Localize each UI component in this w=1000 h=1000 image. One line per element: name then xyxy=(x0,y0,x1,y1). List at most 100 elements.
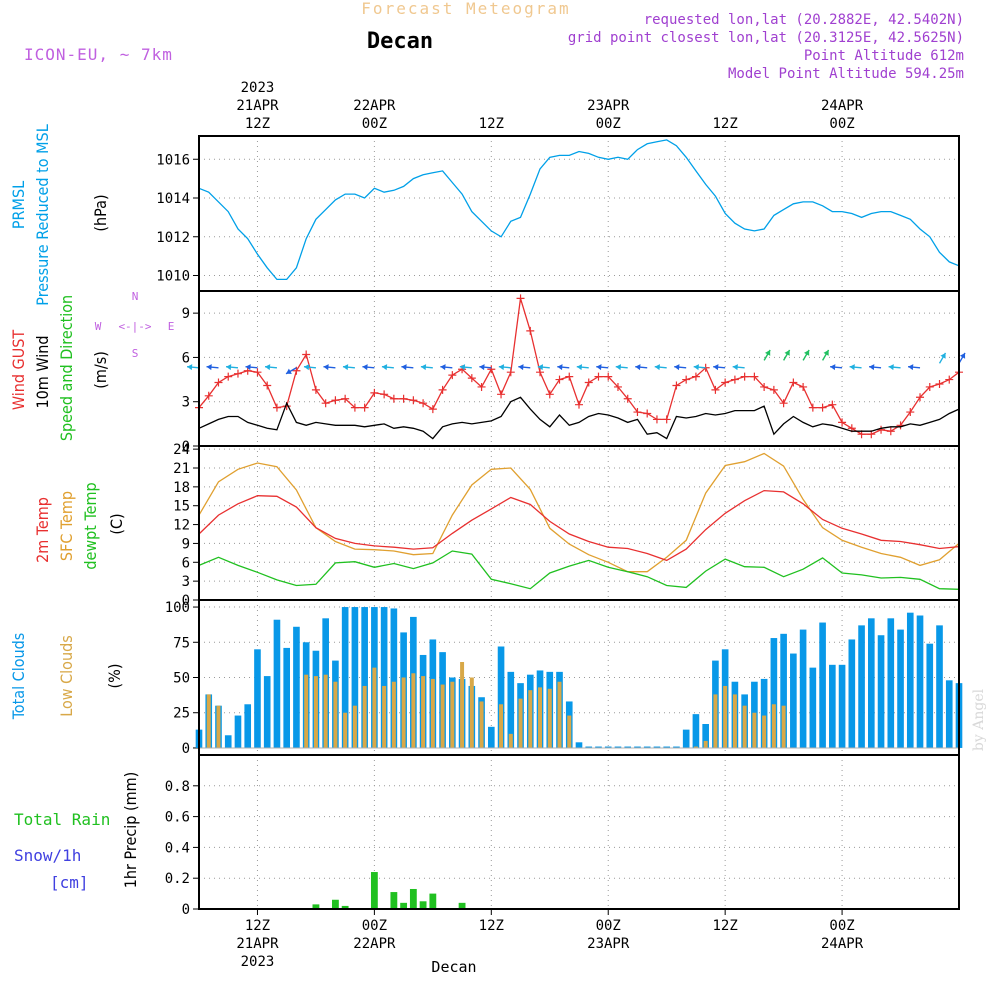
rain-bar xyxy=(409,888,417,909)
low-cloud-bar xyxy=(323,674,328,748)
bottom-tick-date: 22APR xyxy=(353,936,396,952)
compass-e: E xyxy=(168,320,175,333)
top-tick-hour: 12Z xyxy=(479,116,504,132)
gust-marker xyxy=(204,391,213,400)
wind-direction-arrow xyxy=(303,364,316,371)
gust-marker xyxy=(575,400,583,409)
gust-marker xyxy=(691,372,700,381)
wind-direction-arrow xyxy=(518,364,531,371)
y-tick-label: 1014 xyxy=(156,191,190,207)
y-tick-label: 21 xyxy=(173,461,190,477)
gust-marker xyxy=(448,371,457,380)
y-tick-label: 24 xyxy=(173,442,190,458)
arrow-head xyxy=(286,368,292,374)
total-cloud-bar xyxy=(653,746,661,748)
gust-marker xyxy=(799,382,808,391)
low-cloud-bar xyxy=(752,712,757,748)
bottom-tick-date: 24APR xyxy=(821,936,864,952)
gust-marker xyxy=(711,385,720,394)
low-cloud-bar xyxy=(421,676,426,748)
gust-marker xyxy=(672,381,681,390)
precip-label-snow: Snow/1h xyxy=(14,846,81,865)
pressure-label-1: PRMSL xyxy=(9,181,28,229)
product-title: Forecast Meteogram xyxy=(361,0,570,18)
low-cloud-bar xyxy=(742,705,747,748)
low-cloud-bar xyxy=(771,704,776,748)
wind-direction-arrow xyxy=(576,364,589,371)
total-cloud-bar xyxy=(254,649,261,748)
gust-marker xyxy=(945,375,954,384)
y-tick-label: 3 xyxy=(182,574,190,590)
arrow-head xyxy=(187,364,193,371)
footer-location: Decan xyxy=(431,958,476,976)
wind-direction-arrow xyxy=(938,352,947,364)
y-tick-label: 0.4 xyxy=(165,840,190,856)
gust-marker xyxy=(389,394,398,403)
total-cloud-bar xyxy=(351,607,359,748)
gust-marker xyxy=(838,418,847,427)
precip-label-rain: Total Rain xyxy=(14,810,110,829)
dewpoint-line xyxy=(198,550,960,590)
gust-marker xyxy=(399,394,408,403)
t2m-line xyxy=(198,489,960,562)
total-cloud-bar xyxy=(887,618,895,748)
wind-direction-arrow xyxy=(615,364,628,371)
total-cloud-bar xyxy=(390,608,398,748)
total-cloud-bar xyxy=(682,729,690,748)
top-tick-hour: 00Z xyxy=(829,116,854,132)
wind-direction-arrow xyxy=(381,364,394,371)
watermark: by Angel xyxy=(971,688,987,751)
total-cloud-bar xyxy=(702,724,709,748)
gust-marker xyxy=(789,378,798,387)
grid-point-coords: grid point closest lon,lat (20.3125E, 42… xyxy=(568,30,964,46)
low-cloud-bar xyxy=(508,733,513,748)
wind-direction-arrow xyxy=(783,349,791,361)
total-cloud-bar xyxy=(361,607,368,748)
total-cloud-bar xyxy=(790,653,797,748)
arrow-head xyxy=(693,364,699,371)
total-cloud-bar xyxy=(848,639,856,748)
total-cloud-bar xyxy=(595,746,602,748)
arrow-head xyxy=(381,364,388,371)
wind-direction-arrow xyxy=(342,364,355,371)
top-tick-hour: 00Z xyxy=(596,116,621,132)
gust-marker xyxy=(253,368,262,377)
clouds-label-total: Total Clouds xyxy=(9,633,28,721)
wind-direction-arrow xyxy=(362,364,375,371)
low-cloud-bar xyxy=(762,715,767,748)
low-cloud-bar xyxy=(411,673,416,748)
y-tick-label: 6 xyxy=(182,555,190,571)
precip-panel: 0 0.2 0.4 0.6 0.8 xyxy=(165,779,959,918)
low-cloud-bar xyxy=(469,677,474,748)
gust-marker xyxy=(906,408,915,417)
gust-marker xyxy=(311,385,320,394)
rain-bar xyxy=(429,893,437,909)
top-tick-date: 22APR xyxy=(353,98,396,114)
arrow-head xyxy=(869,364,875,371)
total-cloud-bar xyxy=(906,612,914,748)
low-cloud-bar xyxy=(499,704,504,748)
gust-marker xyxy=(779,399,788,408)
gust-marker xyxy=(828,400,837,409)
sfc-temp-line xyxy=(198,452,960,573)
total-cloud-bar xyxy=(283,647,291,748)
total-cloud-bar xyxy=(692,714,700,748)
bottom-tick-hour: 12Z xyxy=(479,918,504,934)
top-tick-date: 23APR xyxy=(587,98,630,114)
arrow-head xyxy=(479,364,485,371)
y-tick-label: 1010 xyxy=(156,269,190,285)
arrow-head xyxy=(498,364,505,371)
wind-direction-arrow xyxy=(323,364,336,371)
model-label: ICON-EU, ~ 7km xyxy=(24,45,173,64)
wind-label-dir: Speed and Direction xyxy=(57,295,76,441)
y-tick-label: 15 xyxy=(173,499,190,515)
low-cloud-bar xyxy=(732,694,737,748)
gust-marker xyxy=(526,326,535,335)
low-cloud-bar xyxy=(528,690,533,748)
top-tick-hour: 12Z xyxy=(713,116,738,132)
low-cloud-bar xyxy=(343,712,348,748)
wind-label-10m: 10m Wind xyxy=(33,335,52,408)
bottom-tick-date: 21APR xyxy=(236,936,279,952)
gust-marker xyxy=(380,390,389,399)
wind-unit: (m/s) xyxy=(91,351,110,389)
